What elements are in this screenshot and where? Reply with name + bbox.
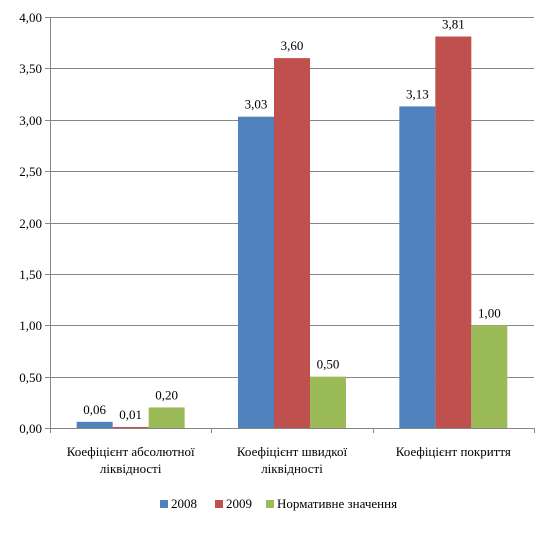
axes: 0,00 0,50 1,00 1,50 2,00 2,50 3,00 3,50 4,00 Коеф… <box>19 10 535 476</box>
category-label: Коефіцієнт швидкої <box>237 444 348 459</box>
data-labels: 0,06 0,01 0,20 3,03 3,60 0,50 3,13 3,81 1,00 <box>83 17 500 422</box>
category-label: ліквідності <box>100 461 162 476</box>
data-label: 0,50 <box>317 357 340 372</box>
bar-2009 <box>274 58 310 428</box>
bar-Нормативне значення <box>148 407 185 428</box>
category-label: Коефіцієнт абсолютної <box>67 444 195 459</box>
data-label: 1,00 <box>478 305 501 320</box>
bar-2009 <box>435 36 472 429</box>
legend-swatch <box>215 500 223 508</box>
legend-label: 2008 <box>171 496 197 511</box>
bars <box>76 36 508 429</box>
data-label: 3,81 <box>442 17 465 32</box>
legend-label: 2009 <box>226 496 252 511</box>
y-tick-label: 2,00 <box>19 216 42 231</box>
bar-2008 <box>238 116 274 428</box>
bar-Нормативне значення <box>310 376 346 428</box>
data-label: 0,06 <box>83 402 106 417</box>
legend-label: Нормативне значення <box>277 496 397 511</box>
bar-2009 <box>112 426 149 428</box>
data-label: 0,01 <box>119 407 142 422</box>
legend-swatch <box>266 500 274 508</box>
bar-Нормативне значення <box>471 325 508 428</box>
y-tick-label: 4,00 <box>19 10 42 25</box>
y-tick-label: 3,50 <box>19 61 42 76</box>
data-label: 3,13 <box>406 86 429 101</box>
data-label: 3,60 <box>281 38 304 53</box>
legend-swatch <box>160 500 168 508</box>
bar-2008 <box>76 421 113 428</box>
category-label: Коефіцієнт покриття <box>396 444 511 459</box>
data-label: 0,20 <box>155 387 178 402</box>
bar-2008 <box>399 106 436 428</box>
y-tick-label: 1,00 <box>19 318 42 333</box>
y-tick-label: 1,50 <box>19 267 42 282</box>
y-tick-label: 0,00 <box>19 421 42 436</box>
y-tick-label: 2,50 <box>19 164 42 179</box>
data-label: 3,03 <box>245 97 268 112</box>
legend: 2008 2009 Нормативне значення <box>160 496 397 511</box>
y-tick-label: 3,00 <box>19 113 42 128</box>
category-label: ліквідності <box>261 461 323 476</box>
y-tick-label: 0,50 <box>19 370 42 385</box>
